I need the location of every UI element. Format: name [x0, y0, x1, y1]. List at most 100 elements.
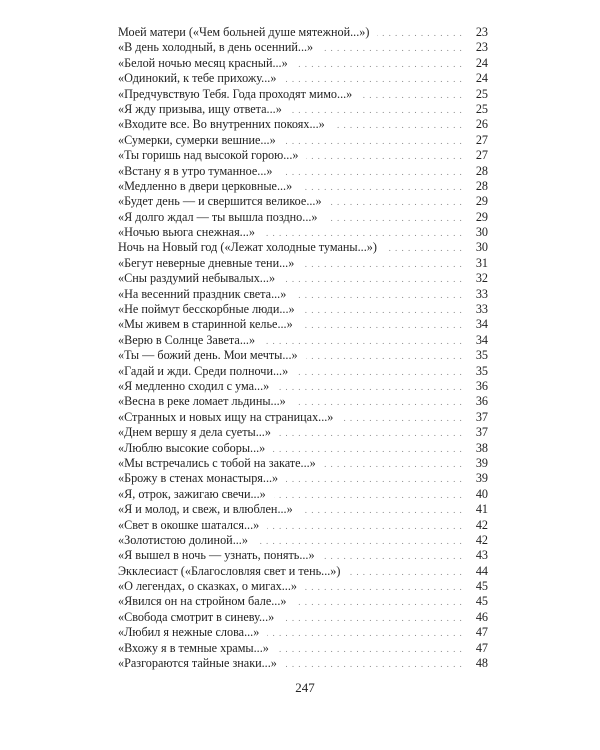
toc-entry-page: 39 [475, 471, 488, 486]
dot-leader: ........................................… [263, 335, 466, 346]
dot-leader: ........................................… [303, 305, 466, 316]
toc-entry-title: «Любил я нежные слова...» [118, 625, 260, 640]
toc-entry-page: 27 [475, 132, 488, 147]
toc-entry: «Явился он на стройном бале...».........… [118, 594, 488, 609]
toc-entry: «На весенний праздник света...».........… [118, 287, 488, 302]
toc-entry-title: «Бегут неверные дневные тени...» [118, 255, 295, 270]
toc-entry-page: 48 [475, 656, 488, 671]
toc-entry-title: «Входите все. Во внутренних покоях...» [118, 117, 325, 132]
dot-leader: ........................................… [286, 474, 466, 485]
dot-leader: ........................................… [385, 243, 466, 254]
dot-leader: ........................................… [305, 351, 466, 362]
toc-entry: «Встану я в утро туманное...»...........… [118, 164, 488, 179]
toc-entry-page: 25 [475, 86, 488, 101]
toc-entry-title: «Медленно в двери церковные...» [118, 178, 293, 193]
dot-leader: ........................................… [256, 535, 466, 546]
dot-leader: ........................................… [296, 366, 466, 377]
toc-entry: Ночь на Новый год («Лежат холодные туман… [118, 240, 488, 255]
toc-entry-page: 41 [475, 502, 488, 517]
toc-entry-page: 43 [475, 548, 488, 563]
dot-leader: ........................................… [290, 104, 466, 115]
toc-entry-page: 33 [475, 286, 488, 301]
dot-leader: ........................................… [284, 135, 466, 146]
toc-entry: «Мы живем в старинной келье...».........… [118, 317, 488, 332]
toc-entry: «Я вышел в ночь — узнать, понять...»....… [118, 548, 488, 563]
toc-entry-page: 35 [475, 363, 488, 378]
toc-entry-title: «Я вышел в ночь — узнать, понять...» [118, 548, 315, 563]
toc-entry: «Я долго ждал — ты вышла поздно...».....… [118, 210, 488, 225]
toc-entry-page: 28 [475, 163, 488, 178]
toc-entry-page: 31 [475, 255, 488, 270]
toc-entry-page: 37 [475, 409, 488, 424]
toc-entry: «Сумерки, сумерки вешние...»............… [118, 133, 488, 148]
toc-entry-title: «Свобода смотрит в синеву...» [118, 609, 275, 624]
toc-entry: «Гадай и жди. Среди полночи...».........… [118, 364, 488, 379]
toc-entry: «В день холодный, в день осенний...»....… [118, 40, 488, 55]
toc-entry: «Ты горишь над высокой горою...»........… [118, 148, 488, 163]
toc-entry-title: «Одинокий, к тебе прихожу...» [118, 71, 277, 86]
toc-entry-title: «Разгораются тайные знаки...» [118, 656, 277, 671]
toc-entry-page: 27 [475, 148, 488, 163]
toc-entry-title: «Странных и новых ищу на страницах...» [118, 409, 334, 424]
dot-leader: ........................................… [304, 582, 466, 593]
dot-leader: ........................................… [301, 320, 466, 331]
toc-entry-page: 39 [475, 455, 488, 470]
toc-entry-page: 42 [475, 517, 488, 532]
toc-entry-title: «Днем вершу я дела суеты...» [118, 425, 271, 440]
toc-entry: «Сны раздумий небывалых...».............… [118, 271, 488, 286]
dot-leader: ........................................… [333, 120, 466, 131]
toc-entry: «Предчувствую Тебя. Года проходят мимо..… [118, 87, 488, 102]
toc-entry-page: 32 [475, 271, 488, 286]
toc-entry-title: «О легендах, о сказках, о мигах...» [118, 579, 297, 594]
toc-entry-page: 45 [475, 579, 488, 594]
dot-leader: ........................................… [284, 74, 466, 85]
toc-entry: Экклесиаст («Благословляя свет и тень...… [118, 564, 488, 579]
toc-entry-page: 23 [475, 40, 488, 55]
toc-entry-page: 29 [475, 209, 488, 224]
toc-entry-title: «Свет в окошке шатался...» [118, 517, 260, 532]
dot-leader: ........................................… [276, 643, 466, 654]
toc-entry-title: «В день холодный, в день осенний...» [118, 40, 314, 55]
dot-leader: ........................................… [267, 628, 466, 639]
toc-entry: «Свобода смотрит в синеву...»...........… [118, 610, 488, 625]
toc-entry-title: Экклесиаст («Благословляя свет и тень...… [118, 563, 341, 578]
toc-entry: «Бегут неверные дневные тени...»........… [118, 256, 488, 271]
toc-entry-title: Моей матери («Чем больней душе мятежной.… [118, 25, 370, 39]
toc-entry: «Не поймут бесскорбные люди...».........… [118, 302, 488, 317]
toc-entry-title: «Гадай и жди. Среди полночи...» [118, 363, 289, 378]
dot-leader: ........................................… [294, 397, 466, 408]
toc-entry-title: «Вхожу я в темные храмы...» [118, 640, 269, 655]
dot-leader: ........................................… [263, 228, 466, 239]
toc-entry-page: 36 [475, 394, 488, 409]
dot-leader: ........................................… [330, 197, 466, 208]
toc-entry-page: 37 [475, 425, 488, 440]
toc-entry: «Я медленно сходил с ума...»............… [118, 379, 488, 394]
toc-entry-title: «Сны раздумий небывалых...» [118, 271, 276, 286]
toc-entry: «Ночью вьюга снежная...»................… [118, 225, 488, 240]
toc-entry: «Ты — божий день. Мои мечты...».........… [118, 348, 488, 363]
toc-entry-title: «Золотистою долиной...» [118, 532, 248, 547]
toc-entry-title: «Ночью вьюга снежная...» [118, 225, 255, 240]
dot-leader: ........................................… [273, 489, 466, 500]
toc-entry-page: 30 [475, 240, 488, 255]
toc-entry-page: 34 [475, 332, 488, 347]
toc-entry-page: 47 [475, 625, 488, 640]
dot-leader: ........................................… [282, 612, 466, 623]
toc-entry: «Весна в реке ломает льдины...».........… [118, 394, 488, 409]
toc-entry: «Золотистою долиной...».................… [118, 533, 488, 548]
toc-entry-title: «Встану я в утро туманное...» [118, 163, 273, 178]
dot-leader: ........................................… [302, 258, 466, 269]
toc-entry-title: «Я жду призыва, ищу ответа...» [118, 101, 282, 116]
toc-entry-page: 42 [475, 532, 488, 547]
dot-leader: ........................................… [267, 520, 466, 531]
toc-entry: «Я жду призыва, ищу ответа...»..........… [118, 102, 488, 117]
toc-entry: «Брожу в стенах монастыря...»...........… [118, 471, 488, 486]
dot-leader: ........................................… [273, 443, 466, 454]
toc-entry-title: «Весна в реке ломает льдины...» [118, 394, 286, 409]
dot-leader: ........................................… [278, 428, 466, 439]
dot-leader: ........................................… [300, 181, 466, 192]
toc-entry-page: 35 [475, 348, 488, 363]
toc-entry-title: «Белой ночью месяц красный...» [118, 55, 288, 70]
toc-entry-page: 40 [475, 486, 488, 501]
dot-leader: ........................................… [281, 166, 466, 177]
